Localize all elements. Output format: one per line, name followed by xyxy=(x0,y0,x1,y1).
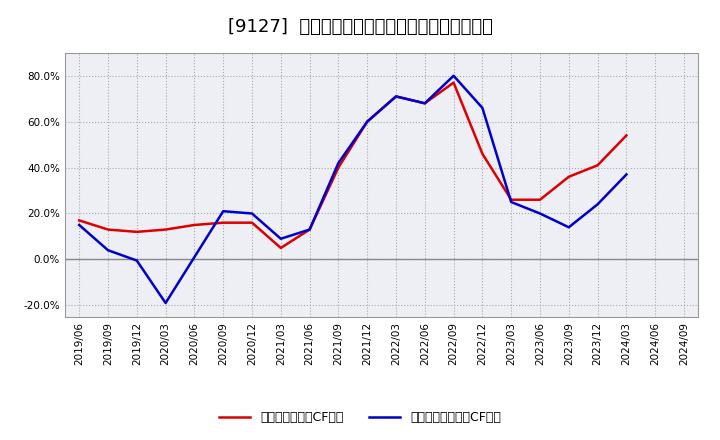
有利子負債フリーCF比率 xyxy=(276,236,285,242)
有利子負債営業CF比率 xyxy=(622,133,631,138)
有利子負債フリーCF比率 xyxy=(420,101,429,106)
有利子負債フリーCF比率 xyxy=(449,73,458,78)
Text: [9127]  有利子負債キャッシュフロー比率の推移: [9127] 有利子負債キャッシュフロー比率の推移 xyxy=(228,18,492,36)
Line: 有利子負債営業CF比率: 有利子負債営業CF比率 xyxy=(79,83,626,248)
有利子負債フリーCF比率 xyxy=(564,225,573,230)
有利子負債営業CF比率 xyxy=(507,197,516,202)
有利子負債フリーCF比率 xyxy=(132,258,141,263)
有利子負債営業CF比率 xyxy=(392,94,400,99)
Legend: 有利子負債営業CF比率, 有利子負債フリーCF比率: 有利子負債営業CF比率, 有利子負債フリーCF比率 xyxy=(214,407,506,429)
有利子負債フリーCF比率 xyxy=(622,172,631,177)
有利子負債営業CF比率 xyxy=(161,227,170,232)
有利子負債営業CF比率 xyxy=(132,229,141,235)
Line: 有利子負債フリーCF比率: 有利子負債フリーCF比率 xyxy=(79,76,626,303)
有利子負債営業CF比率 xyxy=(190,222,199,227)
有利子負債営業CF比率 xyxy=(219,220,228,225)
有利子負債フリーCF比率 xyxy=(536,211,544,216)
有利子負債営業CF比率 xyxy=(305,227,314,232)
有利子負債営業CF比率 xyxy=(536,197,544,202)
有利子負債営業CF比率 xyxy=(75,218,84,223)
有利子負債営業CF比率 xyxy=(276,245,285,250)
有利子負債フリーCF比率 xyxy=(75,222,84,227)
有利子負債営業CF比率 xyxy=(564,174,573,180)
有利子負債フリーCF比率 xyxy=(161,301,170,306)
有利子負債フリーCF比率 xyxy=(507,199,516,205)
有利子負債フリーCF比率 xyxy=(219,209,228,214)
有利子負債営業CF比率 xyxy=(449,80,458,85)
有利子負債営業CF比率 xyxy=(334,165,343,170)
有利子負債営業CF比率 xyxy=(420,101,429,106)
有利子負債営業CF比率 xyxy=(104,227,112,232)
有利子負債営業CF比率 xyxy=(593,163,602,168)
有利子負債営業CF比率 xyxy=(478,151,487,157)
有利子負債営業CF比率 xyxy=(248,220,256,225)
有利子負債フリーCF比率 xyxy=(190,254,199,260)
有利子負債フリーCF比率 xyxy=(104,248,112,253)
有利子負債営業CF比率 xyxy=(363,119,372,125)
有利子負債フリーCF比率 xyxy=(478,105,487,110)
有利子負債フリーCF比率 xyxy=(593,202,602,207)
有利子負債フリーCF比率 xyxy=(305,227,314,232)
有利子負債フリーCF比率 xyxy=(334,160,343,165)
有利子負債フリーCF比率 xyxy=(363,119,372,125)
有利子負債フリーCF比率 xyxy=(392,94,400,99)
有利子負債フリーCF比率 xyxy=(248,211,256,216)
